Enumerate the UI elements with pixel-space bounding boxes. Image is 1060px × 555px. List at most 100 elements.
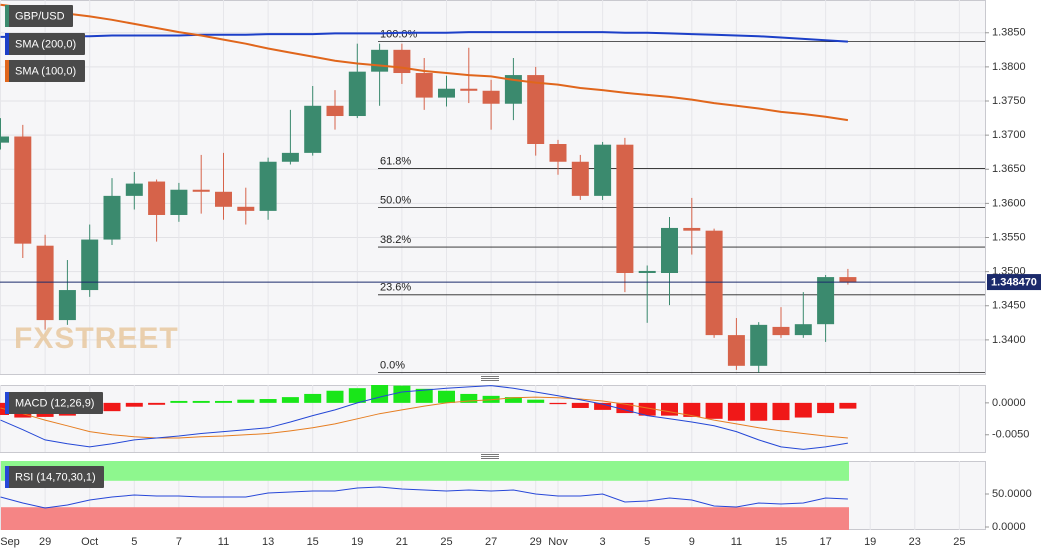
sma-legend-box (5, 33, 85, 55)
macd-histogram-bar (215, 400, 232, 403)
candle-body (36, 245, 54, 321)
macd-histogram-bar (103, 402, 121, 412)
candle-body (415, 73, 433, 98)
macd-histogram-bar (371, 385, 389, 403)
x-tick-label: Nov (548, 536, 568, 548)
candle-body (750, 324, 768, 366)
macd-histogram-bar (148, 402, 166, 405)
macd-histogram-bar (527, 399, 545, 403)
candle-body (14, 136, 32, 244)
last-price-box (987, 274, 1041, 291)
sma-legend-text: SMA (100,0) (15, 65, 76, 77)
fib-label: 0.0% (380, 360, 405, 372)
candle-body (371, 49, 389, 72)
candle-body (348, 71, 366, 117)
y-tick-label: 1.3550 (992, 231, 1026, 243)
sma-legend: SMA (100,0) (5, 60, 85, 82)
candle-body (438, 88, 455, 98)
candle-body (215, 191, 232, 207)
candle-body (482, 90, 500, 104)
y-tick-label: 1.3450 (992, 300, 1026, 312)
candle-body (683, 227, 701, 231)
x-tick-label: 21 (396, 536, 408, 548)
candle-body (0, 136, 9, 143)
x-tick-label: 13 (262, 536, 274, 548)
sma-legend-stripe (5, 33, 9, 55)
candle-body (192, 189, 210, 192)
candle-body (393, 49, 411, 74)
candle-body (661, 227, 678, 273)
macd-legend-text: MACD (12,26,9) (15, 397, 94, 409)
candle-body (58, 290, 76, 321)
symbol-legend: GBP/USD (5, 5, 73, 27)
x-tick-label: 27 (485, 536, 497, 548)
macd-histogram-bar (727, 402, 745, 421)
macd-histogram-bar (237, 399, 255, 403)
y-tick-label: 1.3750 (992, 95, 1026, 107)
macd-histogram-bar (326, 390, 344, 403)
oversold-band (1, 507, 849, 530)
x-tick-label: 25 (953, 536, 965, 548)
candle-body (504, 75, 522, 104)
y-tick-label: 1.3800 (992, 61, 1026, 73)
symbol-legend-box (5, 5, 73, 27)
macd-line (0, 385, 848, 450)
y-tick-label: 1.3600 (992, 197, 1026, 209)
sma-legend: SMA (200,0) (5, 33, 85, 55)
rsi-legend-box (5, 466, 104, 488)
candle-body (103, 195, 121, 240)
rsi-line (0, 486, 848, 509)
sma-line (0, 31, 848, 43)
x-tick-label: 15 (775, 536, 787, 548)
y-tick-label: -0.0050 (992, 429, 1029, 441)
candle-body (259, 161, 277, 211)
macd-histogram-bar (304, 393, 322, 403)
candle-body (549, 144, 567, 162)
rsi-legend-text: RSI (14,70,30,1) (15, 471, 96, 483)
macd-histogram-bar (438, 390, 455, 403)
x-tick-label: 29 (530, 536, 542, 548)
candle-body (705, 230, 723, 336)
y-tick-label: 1.3850 (992, 27, 1026, 39)
sma-legend-stripe (5, 60, 9, 82)
candle-body (125, 183, 143, 196)
candle-body (170, 189, 188, 215)
macd-histogram-bar (393, 385, 411, 403)
x-tick-label: Sep (0, 536, 20, 548)
overbought-band (1, 461, 849, 481)
candle-body (839, 277, 857, 283)
candle-body (594, 144, 612, 196)
fib-label: 50.0% (380, 194, 411, 206)
macd-histogram-bar (683, 402, 701, 417)
candle-body (81, 239, 99, 291)
x-tick-label: 5 (131, 536, 137, 548)
y-tick-label: 1.3700 (992, 129, 1026, 141)
macd-histogram-bar (125, 402, 143, 407)
macd-histogram-bar (839, 402, 857, 409)
candle-body (772, 326, 790, 336)
sma-line (0, 3, 849, 122)
candle-body (817, 277, 835, 325)
last-price-label: 1.348470 (991, 276, 1037, 288)
candle-body (460, 88, 478, 91)
resize-handle[interactable] (481, 376, 499, 459)
watermark: FXSTREET (14, 322, 179, 355)
macd-histogram-bar (281, 397, 299, 403)
x-tick-label: 29 (39, 536, 51, 548)
macd-panel (0, 385, 986, 453)
candle-body (638, 270, 656, 273)
macd-histogram-bar (750, 402, 768, 421)
macd-histogram-bar (705, 402, 723, 419)
x-tick-label: Oct (81, 536, 98, 548)
x-tick-label: 17 (819, 536, 831, 548)
fib-label: 61.8% (380, 155, 411, 167)
fib-label: 100.0% (380, 29, 418, 41)
rsi-legend-stripe (5, 466, 9, 488)
y-tick-label: 1.3400 (992, 334, 1026, 346)
candle-body (727, 335, 745, 366)
x-tick-label: 23 (909, 536, 921, 548)
macd-histogram-bar (460, 393, 478, 403)
macd-histogram-bar (259, 399, 277, 403)
x-tick-label: 9 (689, 536, 695, 548)
